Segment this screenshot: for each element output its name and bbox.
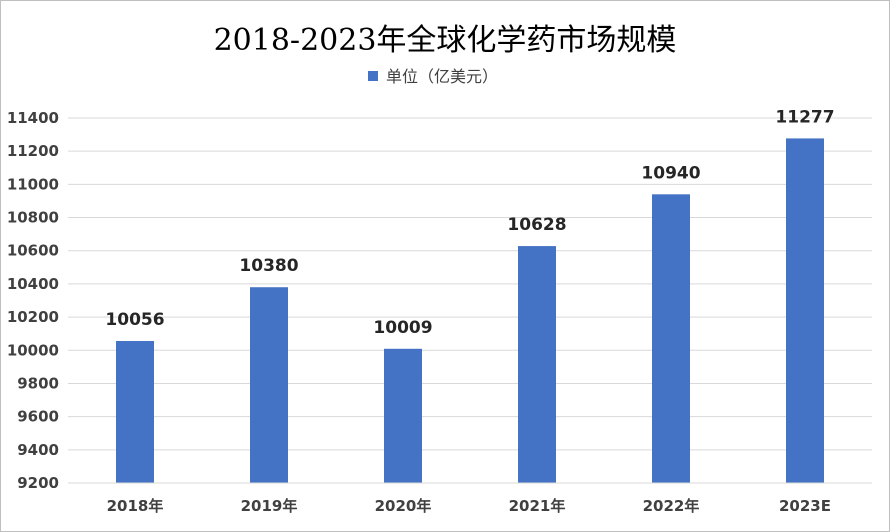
x-tick-label: 2019年: [241, 497, 298, 515]
y-tick-label: 9600: [17, 408, 59, 426]
y-tick-label: 10000: [7, 341, 59, 359]
y-tick-label: 10400: [7, 275, 59, 293]
x-tick-label: 2023E: [779, 497, 831, 515]
x-tick-label: 2018年: [107, 497, 164, 515]
y-tick-label: 10600: [7, 242, 59, 260]
data-label: 10940: [641, 163, 700, 183]
legend-swatch: [368, 71, 378, 81]
y-axis-ticks: 9200 9400 9600 9800 10000 10200 10400 10600 1080…: [7, 109, 59, 492]
bar: [116, 340, 154, 483]
x-tick-label: 2020年: [375, 497, 432, 515]
y-tick-label: 11200: [7, 142, 59, 160]
chart-title: 2018-2023年全球化学药市场规模: [214, 23, 677, 58]
data-labels: 10056 10380 10009 10628 10940 11277: [105, 107, 834, 337]
legend-label: 单位（亿美元）: [386, 67, 498, 86]
y-tick-label: 10200: [7, 308, 59, 326]
data-label: 10380: [239, 256, 298, 276]
y-tick-label: 11000: [7, 175, 59, 193]
bar: [384, 348, 422, 483]
y-tick-label: 10800: [7, 209, 59, 227]
y-tick-label: 9200: [17, 474, 59, 492]
y-tick-label: 9800: [17, 374, 59, 392]
y-tick-label: 9400: [17, 441, 59, 459]
x-tick-label: 2021年: [509, 497, 566, 515]
bar: [652, 194, 690, 483]
data-label: 10056: [105, 310, 164, 330]
y-tick-label: 11400: [7, 109, 59, 127]
x-tick-label: 2022年: [643, 497, 700, 515]
data-label: 10628: [507, 215, 566, 235]
bars: [116, 138, 824, 484]
gridlines: [68, 117, 872, 451]
legend: 单位（亿美元）: [368, 67, 498, 86]
data-label: 10009: [373, 318, 432, 338]
bar: [786, 138, 824, 484]
bar: [518, 246, 556, 483]
data-label: 11277: [775, 107, 834, 127]
x-axis-ticks: 2018年 2019年 2020年 2021年 2022年 2023E: [107, 497, 831, 515]
bar: [250, 287, 288, 483]
